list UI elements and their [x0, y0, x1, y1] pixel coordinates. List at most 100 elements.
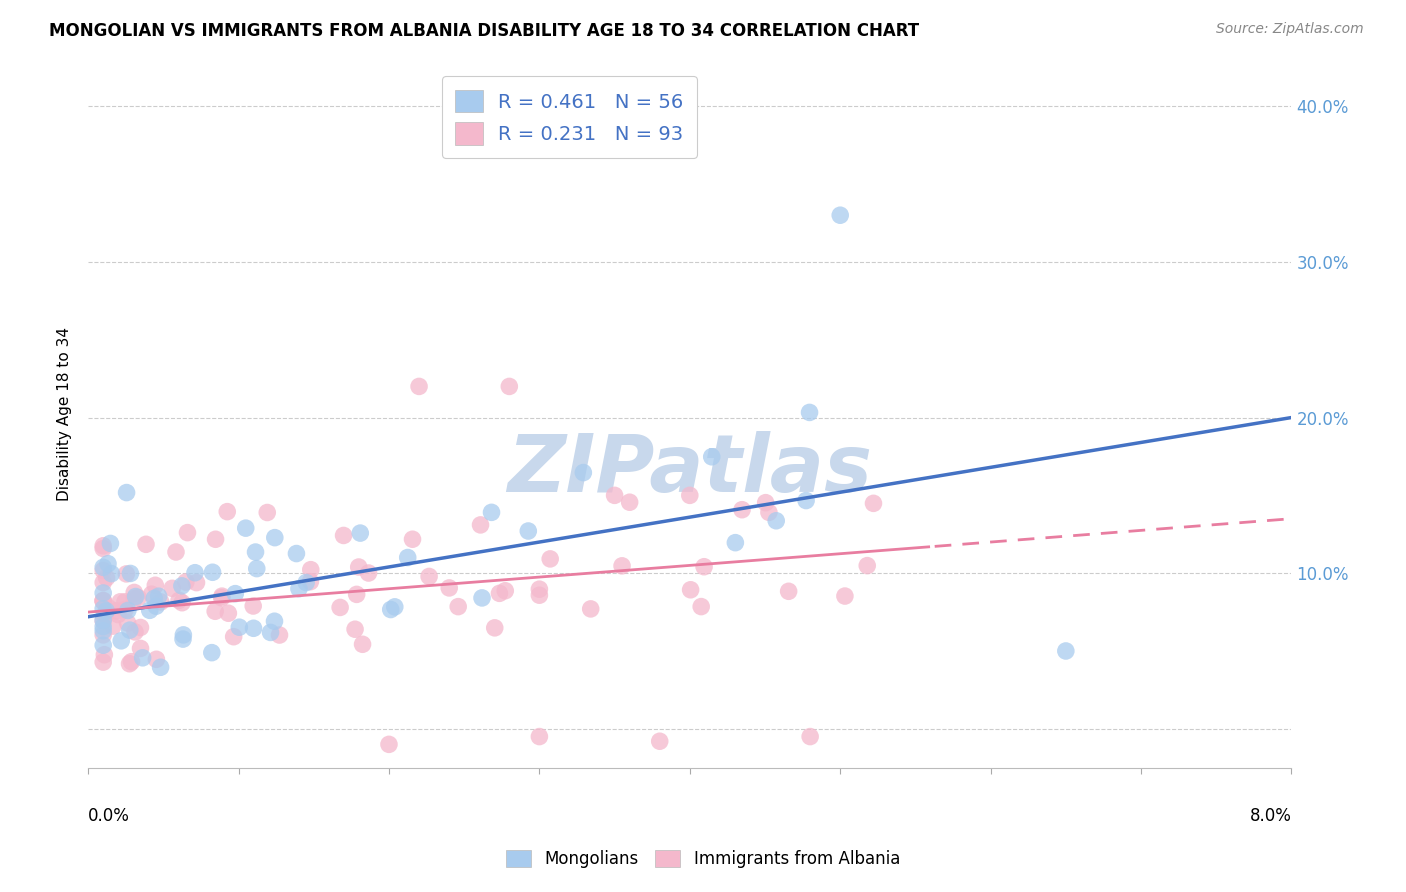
- Point: [143, 578, 166, 592]
- Point: [184, 566, 207, 580]
- Point: [332, 528, 354, 542]
- Point: [97, 557, 120, 571]
- Point: [110, 595, 132, 609]
- Point: [830, 208, 852, 222]
- Text: 0.0%: 0.0%: [89, 806, 129, 824]
- Point: [124, 624, 146, 639]
- Point: [217, 606, 239, 620]
- Point: [256, 506, 278, 520]
- Point: [224, 587, 246, 601]
- Point: [246, 561, 269, 575]
- Point: [118, 623, 141, 637]
- Point: [201, 646, 224, 660]
- Point: [91, 593, 114, 607]
- Point: [799, 730, 821, 744]
- Point: [299, 574, 322, 589]
- Point: [245, 545, 267, 559]
- Point: [259, 625, 281, 640]
- Point: [347, 560, 370, 574]
- Point: [117, 615, 139, 630]
- Point: [349, 526, 371, 541]
- Point: [834, 589, 856, 603]
- Point: [91, 539, 114, 553]
- Point: [401, 533, 423, 547]
- Point: [384, 599, 406, 614]
- Point: [755, 496, 778, 510]
- Point: [690, 599, 713, 614]
- Point: [529, 582, 551, 596]
- Point: [91, 624, 114, 638]
- Point: [135, 537, 157, 551]
- Point: [731, 502, 754, 516]
- Point: [107, 607, 129, 622]
- Point: [494, 583, 516, 598]
- Point: [235, 521, 257, 535]
- Point: [201, 566, 224, 580]
- Point: [204, 533, 226, 547]
- Point: [285, 547, 308, 561]
- Point: [204, 604, 226, 618]
- Point: [149, 660, 172, 674]
- Point: [127, 591, 149, 605]
- Point: [263, 614, 285, 628]
- Point: [91, 593, 114, 607]
- Point: [165, 545, 187, 559]
- Point: [299, 563, 322, 577]
- Point: [114, 595, 136, 609]
- Point: [693, 559, 716, 574]
- Point: [765, 514, 787, 528]
- Point: [129, 620, 152, 634]
- Point: [96, 571, 118, 585]
- Point: [437, 581, 460, 595]
- Point: [186, 575, 208, 590]
- Point: [357, 566, 380, 580]
- Point: [579, 602, 602, 616]
- Point: [470, 517, 492, 532]
- Point: [263, 531, 285, 545]
- Point: [91, 602, 114, 616]
- Point: [91, 655, 114, 669]
- Point: [91, 564, 114, 578]
- Legend: R = 0.461   N = 56, R = 0.231   N = 93: R = 0.461 N = 56, R = 0.231 N = 93: [441, 77, 697, 158]
- Point: [91, 594, 114, 608]
- Text: 8.0%: 8.0%: [1250, 806, 1292, 824]
- Point: [96, 604, 118, 618]
- Point: [700, 450, 723, 464]
- Point: [862, 496, 884, 510]
- Point: [101, 619, 124, 633]
- Point: [105, 604, 128, 618]
- Point: [138, 603, 160, 617]
- Point: [110, 633, 132, 648]
- Text: Source: ZipAtlas.com: Source: ZipAtlas.com: [1216, 22, 1364, 37]
- Point: [396, 550, 419, 565]
- Point: [114, 602, 136, 616]
- Point: [97, 601, 120, 615]
- Point: [498, 379, 520, 393]
- Point: [799, 405, 821, 419]
- Point: [170, 596, 193, 610]
- Point: [91, 586, 114, 600]
- Point: [91, 613, 114, 627]
- Point: [94, 607, 117, 622]
- Point: [269, 628, 291, 642]
- Point: [124, 591, 146, 606]
- Point: [242, 599, 264, 613]
- Point: [481, 505, 503, 519]
- Point: [172, 628, 194, 642]
- Point: [538, 552, 561, 566]
- Point: [346, 587, 368, 601]
- Point: [172, 632, 194, 646]
- Text: ZIPatlas: ZIPatlas: [508, 432, 872, 509]
- Point: [120, 566, 142, 581]
- Point: [529, 588, 551, 602]
- Point: [295, 575, 318, 590]
- Point: [679, 582, 702, 597]
- Y-axis label: Disability Age 18 to 34: Disability Age 18 to 34: [58, 326, 72, 500]
- Point: [222, 630, 245, 644]
- Point: [529, 730, 551, 744]
- Point: [517, 524, 540, 538]
- Point: [856, 558, 879, 573]
- Point: [160, 582, 183, 596]
- Point: [211, 589, 233, 603]
- Point: [122, 585, 145, 599]
